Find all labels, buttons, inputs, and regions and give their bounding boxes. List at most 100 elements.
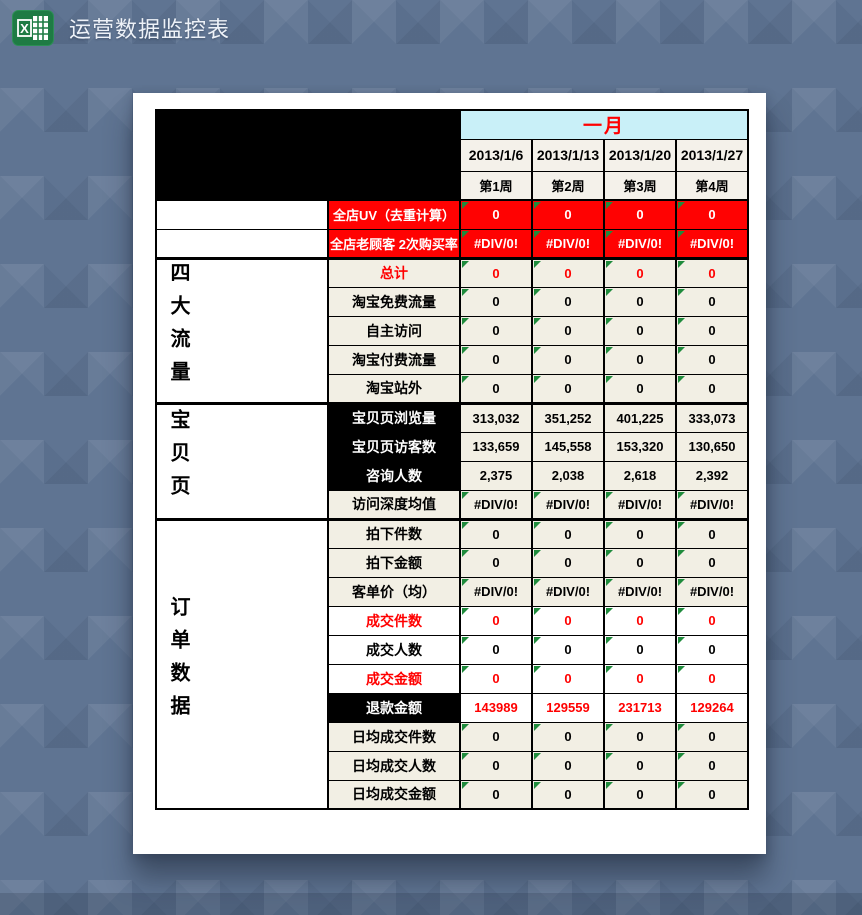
group-spacer-cell[interactable]	[155, 199, 329, 230]
value-cell[interactable]: 0	[675, 547, 749, 578]
date-header-cell[interactable]: 2013/1/27	[675, 138, 749, 172]
value-cell[interactable]: 313,032	[459, 401, 533, 433]
row-label-cell[interactable]: 成交金额	[327, 663, 461, 694]
value-cell[interactable]: 0	[603, 721, 677, 752]
row-label-cell[interactable]: 淘宝站外	[327, 373, 461, 404]
group-label-cell[interactable]: 宝贝页	[155, 401, 329, 520]
row-label-cell[interactable]: 日均成交件数	[327, 721, 461, 752]
value-cell[interactable]: 0	[459, 199, 533, 230]
group-spacer-cell[interactable]	[155, 228, 329, 259]
value-cell[interactable]: #DIV/0!	[531, 228, 605, 259]
value-cell[interactable]: 401,225	[603, 401, 677, 433]
week-header-cell[interactable]: 第3周	[603, 170, 677, 201]
value-cell[interactable]: 2,038	[531, 460, 605, 491]
value-cell[interactable]: #DIV/0!	[675, 228, 749, 259]
date-header-cell[interactable]: 2013/1/20	[603, 138, 677, 172]
value-cell[interactable]: 0	[675, 721, 749, 752]
week-header-cell[interactable]: 第2周	[531, 170, 605, 201]
week-header-cell[interactable]: 第1周	[459, 170, 533, 201]
value-cell[interactable]: 0	[603, 199, 677, 230]
value-cell[interactable]: 0	[675, 315, 749, 346]
value-cell[interactable]: 0	[675, 779, 749, 810]
value-cell[interactable]: 0	[675, 199, 749, 230]
value-cell[interactable]: 0	[531, 199, 605, 230]
value-cell[interactable]: 0	[531, 605, 605, 636]
value-cell[interactable]: 133,659	[459, 431, 533, 462]
value-cell[interactable]: 0	[603, 315, 677, 346]
value-cell[interactable]: 0	[459, 779, 533, 810]
value-cell[interactable]: 130,650	[675, 431, 749, 462]
value-cell[interactable]: 0	[531, 721, 605, 752]
value-cell[interactable]: 0	[531, 634, 605, 665]
value-cell[interactable]: 129559	[531, 692, 605, 723]
value-cell[interactable]: #DIV/0!	[675, 489, 749, 520]
row-label-cell[interactable]: 咨询人数	[327, 460, 461, 491]
value-cell[interactable]: 0	[459, 315, 533, 346]
value-cell[interactable]: 0	[603, 663, 677, 694]
value-cell[interactable]: 0	[531, 373, 605, 404]
value-cell[interactable]: #DIV/0!	[603, 489, 677, 520]
value-cell[interactable]: 0	[531, 517, 605, 549]
value-cell[interactable]: 0	[531, 315, 605, 346]
value-cell[interactable]: 0	[603, 256, 677, 288]
row-label-cell[interactable]: 宝贝页浏览量	[327, 401, 461, 433]
row-label-cell[interactable]: 总计	[327, 256, 461, 288]
group-label-cell[interactable]: 订单数据	[155, 517, 329, 810]
value-cell[interactable]: 2,392	[675, 460, 749, 491]
value-cell[interactable]: #DIV/0!	[459, 228, 533, 259]
month-header-cell[interactable]: 一月	[459, 109, 749, 140]
value-cell[interactable]: 0	[459, 373, 533, 404]
value-cell[interactable]: 143989	[459, 692, 533, 723]
value-cell[interactable]: 0	[531, 750, 605, 781]
value-cell[interactable]: 231713	[603, 692, 677, 723]
row-label-cell[interactable]: 拍下金额	[327, 547, 461, 578]
value-cell[interactable]: 2,618	[603, 460, 677, 491]
value-cell[interactable]: 0	[603, 517, 677, 549]
row-label-cell[interactable]: 全店老顾客 2次购买率	[327, 228, 461, 259]
value-cell[interactable]: 0	[531, 344, 605, 375]
value-cell[interactable]: #DIV/0!	[531, 576, 605, 607]
date-header-cell[interactable]: 2013/1/6	[459, 138, 533, 172]
value-cell[interactable]: 0	[675, 286, 749, 317]
value-cell[interactable]: 0	[459, 256, 533, 288]
value-cell[interactable]: 0	[459, 605, 533, 636]
row-label-cell[interactable]: 拍下件数	[327, 517, 461, 549]
value-cell[interactable]: 333,073	[675, 401, 749, 433]
value-cell[interactable]: 0	[675, 373, 749, 404]
value-cell[interactable]: 0	[603, 344, 677, 375]
value-cell[interactable]: 0	[603, 547, 677, 578]
value-cell[interactable]: 0	[603, 373, 677, 404]
row-label-cell[interactable]: 客单价（均）	[327, 576, 461, 607]
value-cell[interactable]: 153,320	[603, 431, 677, 462]
value-cell[interactable]: 0	[675, 663, 749, 694]
row-label-cell[interactable]: 全店UV（去重计算）	[327, 199, 461, 230]
value-cell[interactable]: #DIV/0!	[603, 228, 677, 259]
value-cell[interactable]: 0	[675, 605, 749, 636]
value-cell[interactable]: 145,558	[531, 431, 605, 462]
row-label-cell[interactable]: 访问深度均值	[327, 489, 461, 520]
date-header-cell[interactable]: 2013/1/13	[531, 138, 605, 172]
row-label-cell[interactable]: 淘宝免费流量	[327, 286, 461, 317]
value-cell[interactable]: 0	[603, 634, 677, 665]
value-cell[interactable]: 2,375	[459, 460, 533, 491]
value-cell[interactable]: 0	[675, 750, 749, 781]
value-cell[interactable]: 0	[675, 256, 749, 288]
value-cell[interactable]: 129264	[675, 692, 749, 723]
value-cell[interactable]: #DIV/0!	[675, 576, 749, 607]
row-label-cell[interactable]: 宝贝页访客数	[327, 431, 461, 462]
value-cell[interactable]: 0	[603, 286, 677, 317]
row-label-cell[interactable]: 日均成交金额	[327, 779, 461, 810]
value-cell[interactable]: 0	[531, 663, 605, 694]
value-cell[interactable]: 0	[675, 517, 749, 549]
row-label-cell[interactable]: 成交件数	[327, 605, 461, 636]
value-cell[interactable]: 0	[531, 779, 605, 810]
value-cell[interactable]: 0	[603, 779, 677, 810]
corner-block[interactable]	[155, 109, 461, 201]
row-label-cell[interactable]: 日均成交人数	[327, 750, 461, 781]
row-label-cell[interactable]: 自主访问	[327, 315, 461, 346]
value-cell[interactable]: 0	[675, 634, 749, 665]
value-cell[interactable]: 0	[459, 286, 533, 317]
value-cell[interactable]: 0	[603, 750, 677, 781]
value-cell[interactable]: 0	[603, 605, 677, 636]
value-cell[interactable]: 0	[459, 344, 533, 375]
